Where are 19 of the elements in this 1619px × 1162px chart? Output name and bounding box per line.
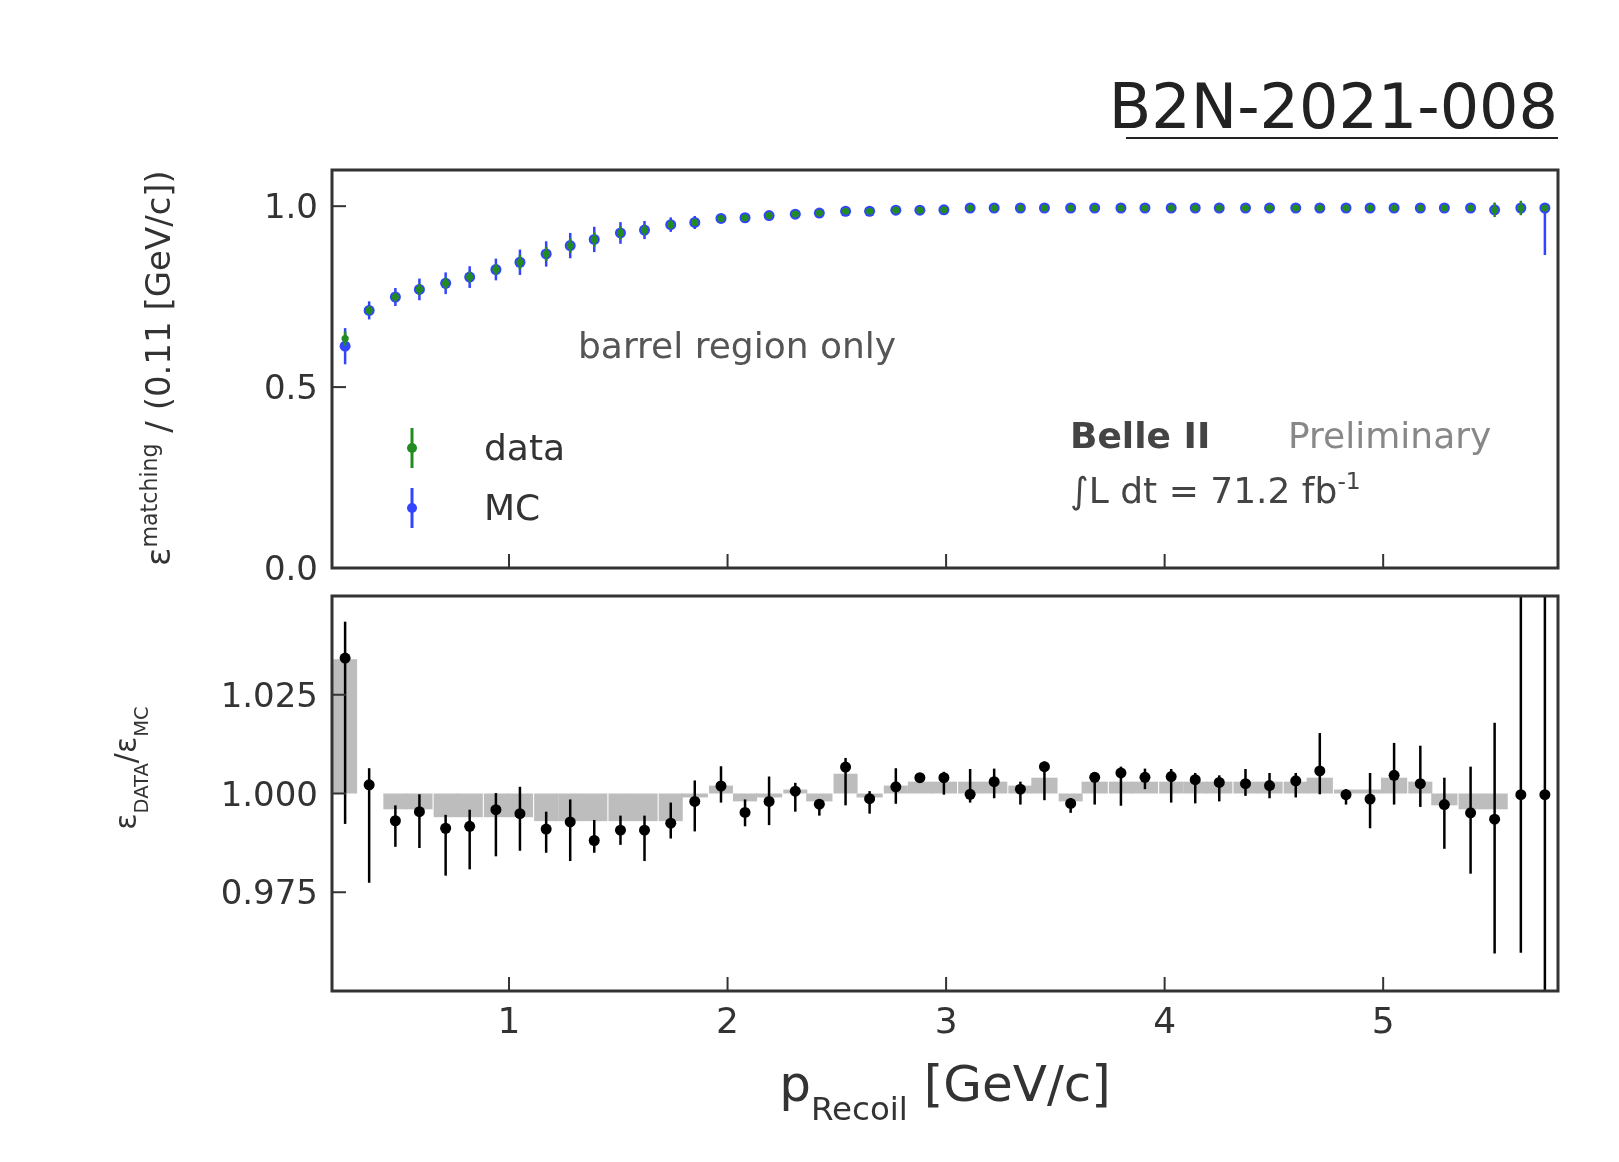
y-tick-label: 1.0 bbox=[263, 186, 318, 227]
chart-title: B2N-2021-008 bbox=[1108, 70, 1558, 143]
x-tick-label: 4 bbox=[1153, 1000, 1177, 1041]
x-tick-label: 1 bbox=[497, 1000, 521, 1041]
annotation: Preliminary bbox=[1288, 415, 1492, 456]
y-tick-label: 0.5 bbox=[263, 367, 318, 408]
x-tick-label: 5 bbox=[1371, 1000, 1395, 1041]
annotation: barrel region only bbox=[578, 325, 897, 366]
legend-label: data bbox=[484, 427, 566, 468]
y-tick-label: 0.975 bbox=[220, 872, 318, 913]
x-tick-label: 2 bbox=[716, 1000, 740, 1041]
y-tick-label: 1.000 bbox=[220, 773, 318, 814]
annotation: Belle II bbox=[1070, 415, 1211, 456]
y-tick-label: 1.025 bbox=[220, 674, 318, 715]
annotation: ∫L dt = 71.2 fb$^{-1}$ bbox=[1070, 467, 1361, 511]
x-axis-title: p$_{Recoil}$ [GeV/c] bbox=[779, 1055, 1111, 1128]
x-tick-label: 3 bbox=[934, 1000, 958, 1041]
legend-label: MC bbox=[484, 487, 541, 528]
y-tick-label: 0.0 bbox=[263, 548, 318, 588]
